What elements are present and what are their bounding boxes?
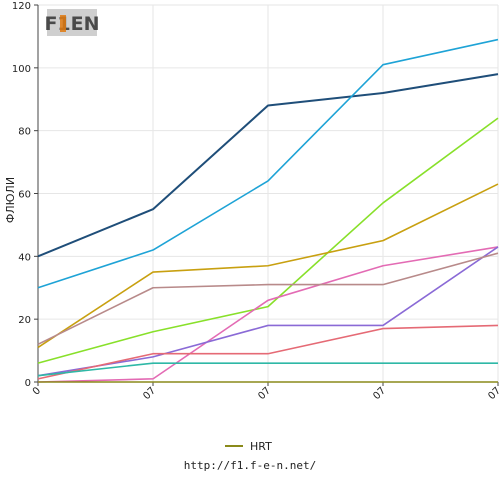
source-url: http://f1.f-e-n.net/ [184, 459, 316, 472]
x-tick-label: 07 [256, 385, 273, 402]
y-tick-label: 60 [18, 190, 31, 201]
y-tick-label: 0 [25, 378, 31, 389]
logo-text: F1EN [44, 13, 99, 35]
legend: HRT [225, 440, 272, 453]
series-line-5 [37, 246, 499, 383]
series-line-1 [37, 73, 499, 258]
y-tick-label: 120 [12, 1, 31, 12]
series-lines [37, 38, 499, 383]
x-tick-label: 07 [141, 385, 158, 402]
series-line-4 [37, 183, 499, 349]
y-tick-label: 20 [18, 315, 31, 326]
series-line-3 [37, 117, 499, 364]
y-tick-label: 40 [18, 252, 31, 263]
series-line-7 [37, 252, 499, 346]
y-tick-labels: 0 20 40 60 80 100 120 [12, 1, 38, 389]
series-line-2 [37, 38, 499, 289]
series-line-9 [37, 362, 498, 377]
y-axis-title: ФЛЮЛИ [4, 177, 17, 223]
x-tick-labels: 0 07 07 07 07 [31, 382, 500, 402]
legend-label-hrt: HRT [250, 440, 272, 453]
logo-background [47, 9, 97, 36]
grid-lines [38, 4, 499, 383]
x-tick-label: 0 [31, 385, 43, 397]
x-tick-label: 07 [371, 385, 388, 402]
x-tick-label: 07 [486, 385, 500, 402]
f1en-logo: F1EN [44, 9, 100, 36]
series-line-6 [37, 246, 499, 377]
y-tick-label: 100 [12, 64, 31, 75]
series-line-8 [37, 324, 499, 380]
logo-accent [60, 15, 66, 32]
y-tick-label: 80 [18, 127, 31, 138]
